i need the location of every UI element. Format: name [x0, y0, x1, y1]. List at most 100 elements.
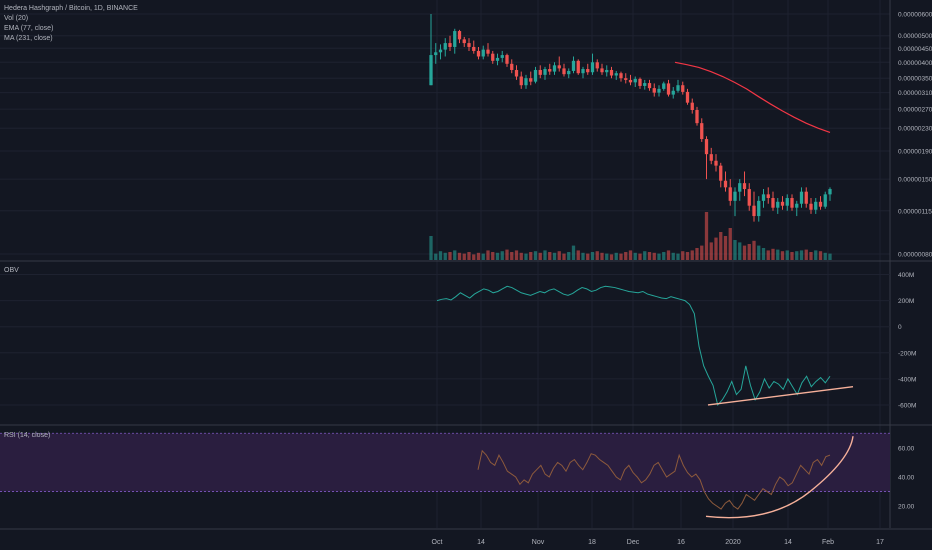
candle-body [828, 189, 832, 195]
volume-bar [776, 249, 780, 260]
obv-tick-label: 400M [898, 272, 914, 279]
volume-bar [505, 249, 509, 260]
volume-bar [809, 252, 813, 260]
rsi-tick-label: 40.00 [898, 475, 915, 482]
x-tick-label: Dec [627, 539, 640, 546]
volume-bar [519, 252, 523, 260]
volume-bar [524, 253, 528, 260]
obv-tick-label: 200M [898, 298, 914, 305]
volume-bar [643, 251, 647, 260]
candle-body [491, 53, 495, 61]
candle-body [733, 191, 737, 201]
candle-body [643, 83, 647, 86]
volume-bar [457, 252, 462, 260]
y-tick-label: 0.00000230 [898, 126, 932, 133]
volume-bar [761, 248, 766, 260]
candle-body [524, 78, 528, 86]
candle-body [543, 69, 547, 75]
candle-body [609, 69, 614, 76]
volume-bar [704, 212, 709, 260]
candle-body [614, 73, 618, 76]
chart-legend: Hedera Hashgraph / Bitcoin, 1D, BINANCE … [4, 4, 138, 44]
volume-bar [476, 252, 481, 260]
candle-body [742, 183, 747, 190]
volume-bar [600, 252, 604, 260]
volume-bar [548, 252, 552, 260]
candle-body [690, 102, 694, 110]
candle-body [448, 43, 452, 47]
volume-bar [500, 251, 504, 260]
candle-body [766, 194, 770, 199]
candle-body [823, 194, 827, 207]
legend-ema: EMA (77, close) [4, 25, 54, 32]
candle-body [666, 83, 671, 95]
volume-bar [586, 253, 590, 260]
candle-body [472, 46, 476, 51]
volume-bar [752, 240, 756, 260]
volume-bar [719, 232, 723, 260]
volume-bar [438, 251, 443, 260]
volume-bar [467, 252, 471, 260]
volume-bar [799, 250, 804, 260]
candle-body [685, 91, 690, 103]
volume-bar [448, 252, 452, 260]
volume-bar [514, 250, 519, 260]
legend-ma: MA (231, close) [4, 35, 53, 42]
volume-bar [453, 250, 457, 260]
volume-bar [652, 252, 656, 260]
x-tick-label: 16 [677, 539, 685, 546]
volume-bar [633, 252, 637, 260]
volume-bar [728, 228, 732, 260]
candle-body [457, 31, 462, 40]
volume-bar [619, 253, 623, 260]
candle-body [619, 73, 623, 79]
candle-body [809, 203, 813, 210]
candle-body [453, 31, 457, 47]
candle-body [590, 62, 595, 73]
y-tick-label: 0.00000350 [898, 76, 932, 83]
obv-tick-label: -200M [898, 350, 916, 357]
candle-body [662, 83, 666, 89]
candle-body [505, 55, 509, 64]
volume-bar [723, 236, 728, 260]
y-tick-label: 0.00000190 [898, 148, 932, 155]
candle-body [795, 203, 799, 208]
candle-body [719, 165, 723, 181]
candle-body [771, 198, 775, 208]
volume-bar [785, 250, 789, 260]
candle-body [657, 88, 661, 93]
volume-bar [614, 252, 618, 260]
volume-bar [576, 250, 580, 260]
y-tick-label: 0.00000400 [898, 60, 932, 67]
y-tick-label: 0.00000080 [898, 252, 932, 259]
candle-body [780, 201, 785, 206]
candle-body [514, 69, 519, 77]
volume-bar [486, 250, 490, 260]
volume-bar [581, 252, 585, 260]
candle-body [728, 187, 732, 201]
rsi-tick-label: 20.00 [898, 504, 915, 511]
legend-title: Hedera Hashgraph / Bitcoin, 1D, BINANCE [4, 5, 138, 12]
obv-line [436, 285, 831, 407]
candle-body [443, 43, 447, 50]
candle-body [704, 139, 709, 155]
candle-body [804, 191, 808, 204]
y-tick-label: 0.00000150 [898, 177, 932, 184]
candle-body [652, 88, 656, 93]
volume-bar [780, 251, 785, 260]
candle-body [633, 78, 637, 83]
x-tick-label: 14 [477, 539, 485, 546]
volume-bar [700, 245, 704, 260]
volume-bar [804, 249, 808, 260]
candle-body [700, 123, 704, 140]
candle-body [785, 198, 789, 206]
candle-body [562, 68, 566, 75]
volume-bar [814, 250, 818, 260]
candle-body [738, 183, 742, 192]
y-tick-label: 0.00000600 [898, 12, 932, 19]
x-tick-label: 17 [876, 539, 884, 546]
volume-bar [709, 242, 713, 260]
volume-bar [491, 252, 495, 260]
volume-bar [543, 250, 547, 260]
volume-bar [766, 250, 770, 260]
